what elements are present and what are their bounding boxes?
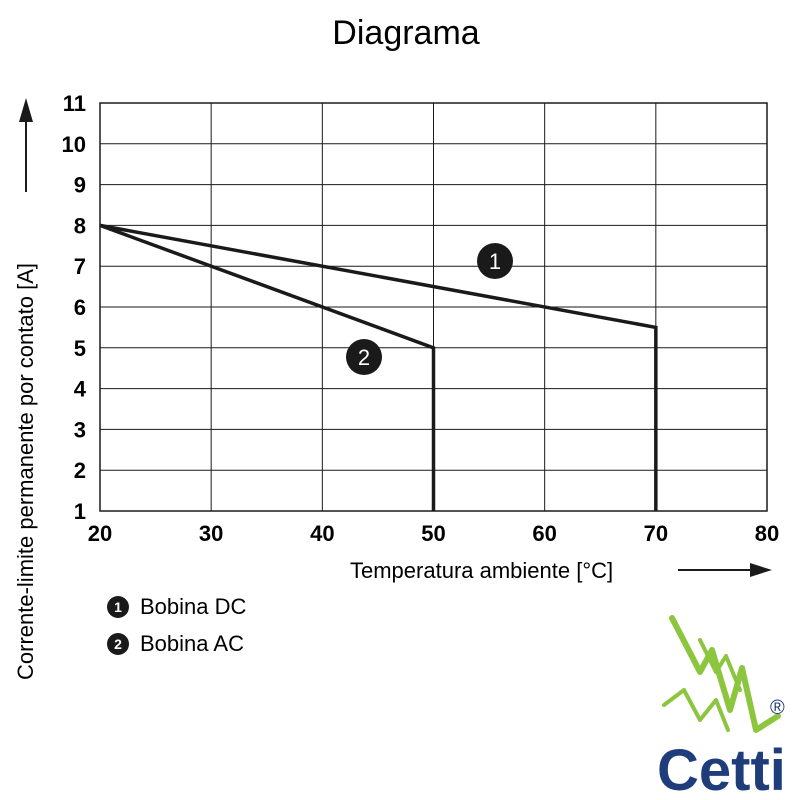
chart-title: Diagrama [332, 14, 479, 52]
legend-marker-1-label: 1 [114, 599, 122, 615]
series-2-marker-circle [346, 339, 382, 375]
tick-labels: 20 30 40 50 60 70 80 1 2 3 4 5 6 7 8 9 10 11 [62, 91, 780, 546]
logo-swoosh-icon [662, 615, 781, 733]
x-tick-label: 30 [199, 521, 223, 546]
x-tick-label: 60 [532, 521, 556, 546]
x-tick-label: 50 [421, 521, 445, 546]
legend-marker-2-label: 2 [114, 636, 122, 652]
legend-label-1: Bobina DC [140, 594, 247, 619]
y-tick-label: 3 [74, 417, 86, 442]
legend-marker-1 [107, 596, 129, 618]
y-tick-label: 4 [74, 377, 87, 402]
y-tick-label: 10 [62, 132, 86, 157]
y-axis-label: Corrente-limite permanente por contato [… [13, 263, 38, 680]
y-tick-label: 9 [74, 173, 86, 198]
series-line-1 [99, 223, 658, 511]
cetti-logo: ® Cetti [657, 615, 786, 800]
x-tick-label: 20 [88, 521, 112, 546]
logo-brand-name: Cetti [657, 738, 786, 800]
x-tick-label: 80 [755, 521, 779, 546]
y-tick-label: 1 [74, 499, 86, 524]
x-axis-label: Temperatura ambiente [°C] [350, 558, 613, 583]
legend-item-1: 1 Bobina DC [107, 594, 247, 619]
x-tick-label: 70 [644, 521, 668, 546]
series-2-marker-label: 2 [358, 345, 370, 370]
y-tick-label: 6 [74, 295, 86, 320]
legend-item-2: 2 Bobina AC [107, 631, 244, 656]
y-tick-label: 8 [74, 213, 86, 238]
y-axis-arrow [19, 98, 33, 192]
series-line-2 [99, 223, 436, 511]
legend: 1 Bobina DC 2 Bobina AC [107, 594, 247, 656]
x-tick-label: 40 [310, 521, 334, 546]
logo-registered-mark: ® [770, 697, 785, 719]
y-tick-label: 7 [74, 254, 86, 279]
y-tick-label: 11 [63, 91, 86, 116]
legend-marker-2 [107, 633, 129, 655]
x-axis-arrow [678, 563, 772, 577]
y-tick-label: 2 [74, 458, 86, 483]
series-1-marker: 1 [477, 243, 513, 279]
y-tick-label: 5 [74, 336, 86, 361]
series-2-marker: 2 [346, 339, 382, 375]
series-1-marker-label: 1 [489, 249, 501, 274]
series-1-marker-circle [477, 243, 513, 279]
legend-label-2: Bobina AC [140, 631, 244, 656]
series [99, 223, 658, 511]
